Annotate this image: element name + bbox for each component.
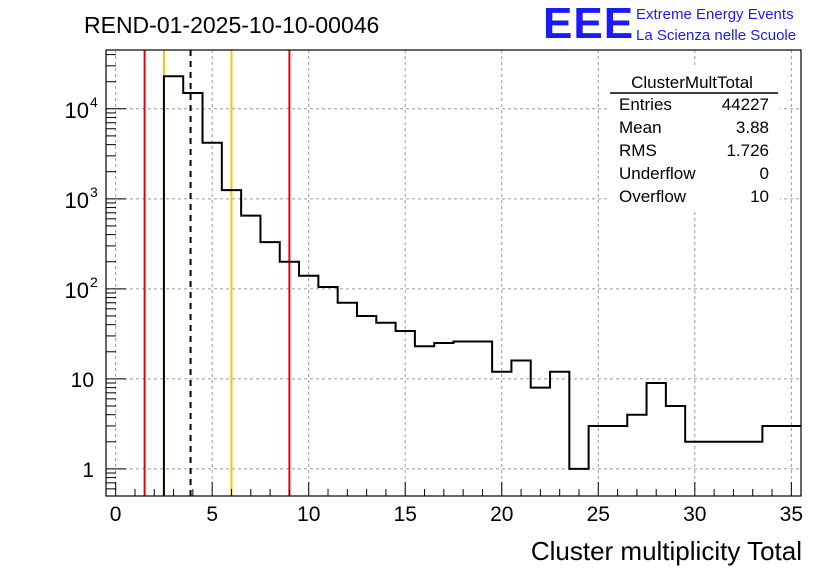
- grid-layer: [106, 50, 801, 496]
- histogram-bin: [511, 361, 530, 496]
- histogram-bin: [743, 442, 762, 496]
- stats-value-rms: 1.726: [726, 141, 769, 160]
- histogram-bin: [376, 323, 395, 496]
- y-tick-label-exponent: 2: [90, 274, 98, 290]
- histogram-bin: [704, 442, 723, 496]
- histogram-bin: [415, 346, 434, 496]
- histogram-bin: [550, 372, 569, 496]
- histogram-bin: [531, 388, 550, 496]
- x-tick-label: 15: [394, 503, 417, 526]
- histogram-bin: [492, 372, 511, 496]
- eee-logo: EEE Extreme Energy Events La Scienza nel…: [543, 0, 796, 48]
- stats-label-mean: Mean: [619, 118, 662, 137]
- y-tick-label-base: 10: [65, 188, 89, 213]
- chart-title: REND-01-2025-10-10-00046: [84, 12, 379, 38]
- histogram-bin: [164, 76, 183, 496]
- x-tick-label: 30: [683, 503, 706, 526]
- eee-logo-line2: La Scienza nelle Scuole: [636, 27, 796, 44]
- histogram-bin: [222, 190, 241, 496]
- plot-frame: [105, 49, 802, 497]
- histogram-bin: [338, 303, 357, 496]
- y-tick-label-exponent: 4: [90, 94, 98, 110]
- stats-value-mean: 3.88: [736, 118, 769, 137]
- stats-box-background: [610, 68, 780, 210]
- eee-logo-line1: Extreme Energy Events: [636, 6, 794, 23]
- histogram-bin: [608, 426, 627, 496]
- histogram-bin: [396, 331, 415, 496]
- x-tick-label: 20: [490, 503, 513, 526]
- stats-label-overflow: Overflow: [619, 187, 687, 206]
- y-tick-label: 10: [71, 369, 94, 392]
- histogram-bin: [280, 262, 299, 496]
- histogram-bin: [473, 342, 492, 496]
- y-tick-label-base: 10: [65, 278, 89, 303]
- histogram-bin: [434, 343, 453, 496]
- histogram-bin: [260, 242, 279, 496]
- stats-value-overflow: 10: [750, 187, 769, 206]
- histogram-outline: [162, 75, 801, 496]
- x-axis-label: Cluster multiplicity Total: [531, 536, 802, 566]
- histogram-bin: [203, 143, 222, 496]
- histogram-bin: [183, 93, 202, 496]
- histogram-bin: [357, 316, 376, 496]
- stats-title: ClusterMultTotal: [631, 73, 753, 92]
- stats-label-underflow: Underflow: [619, 164, 696, 183]
- y-tick-label: 1: [82, 459, 94, 482]
- histogram-bin: [318, 287, 337, 496]
- y-tick-label-exponent: 3: [90, 184, 98, 200]
- histogram-bin: [299, 276, 318, 496]
- stats-label-entries: Entries: [619, 95, 672, 114]
- y-tick-label-base: 10: [65, 98, 89, 123]
- x-tick-label: 0: [110, 503, 122, 526]
- histogram-bin: [666, 406, 685, 496]
- histogram-bin: [241, 216, 260, 496]
- histogram-bin: [454, 342, 473, 496]
- eee-logo-mark: EEE: [543, 0, 634, 48]
- x-tick-label: 35: [780, 503, 803, 526]
- stats-value-underflow: 0: [760, 164, 769, 183]
- stats-box: ClusterMultTotal Entries 44227 Mean 3.88…: [610, 68, 780, 210]
- x-tick-label: 10: [297, 503, 320, 526]
- histogram-bin: [724, 442, 743, 496]
- histogram-bin: [647, 383, 666, 496]
- x-tick-label: 25: [587, 503, 610, 526]
- stats-label-rms: RMS: [619, 141, 657, 160]
- stats-value-entries: 44227: [722, 95, 769, 114]
- x-tick-label: 5: [206, 503, 218, 526]
- histogram-bin: [627, 415, 646, 496]
- histogram-bin: [762, 426, 781, 496]
